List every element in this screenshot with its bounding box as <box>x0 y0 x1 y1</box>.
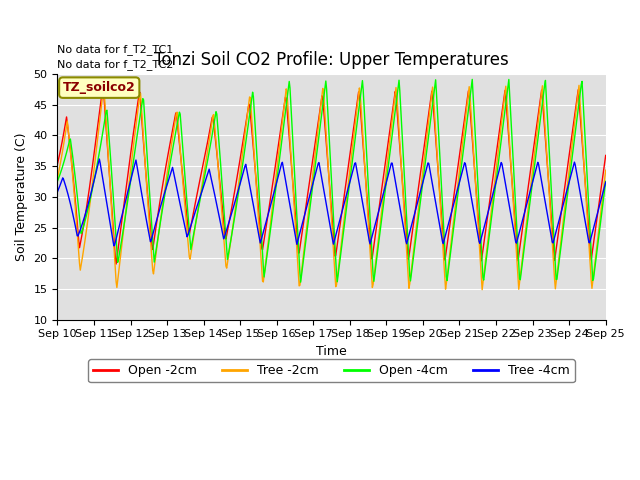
Open -2cm <box>206 127 214 132</box>
Open -2cm <box>63 120 71 126</box>
Open -2cm <box>177 156 185 162</box>
Tree -2cm <box>205 143 212 149</box>
Tree -2cm <box>398 176 406 181</box>
Tree -2cm <box>478 287 486 293</box>
Line: Open -4cm: Open -4cm <box>58 79 605 282</box>
Open -4cm <box>602 179 609 184</box>
Open -4cm <box>399 145 406 151</box>
Text: TZ_soilco2: TZ_soilco2 <box>63 81 136 94</box>
Tree -4cm <box>416 192 424 198</box>
Open -4cm <box>205 153 212 159</box>
Tree -2cm <box>414 209 422 215</box>
X-axis label: Time: Time <box>316 345 347 358</box>
Tree -2cm <box>63 118 71 124</box>
Open -2cm <box>122 192 129 197</box>
Tree -4cm <box>63 189 71 195</box>
Open -4cm <box>175 109 183 115</box>
Tree -2cm <box>575 83 583 88</box>
Open -4cm <box>297 279 305 285</box>
Text: No data for f_T2_TC2: No data for f_T2_TC2 <box>58 59 174 70</box>
Line: Open -2cm: Open -2cm <box>58 85 605 264</box>
Tree -4cm <box>122 199 129 205</box>
Open -2cm <box>112 261 120 267</box>
Tree -2cm <box>175 137 183 143</box>
Line: Tree -2cm: Tree -2cm <box>58 85 605 290</box>
Tree -4cm <box>95 156 103 162</box>
Open -2cm <box>99 83 107 88</box>
Open -2cm <box>602 153 609 158</box>
Open -4cm <box>468 76 476 82</box>
Tree -4cm <box>177 205 185 211</box>
Open -4cm <box>63 147 71 153</box>
Tree -2cm <box>54 176 61 181</box>
Legend: Open -2cm, Tree -2cm, Open -4cm, Tree -4cm: Open -2cm, Tree -2cm, Open -4cm, Tree -4… <box>88 360 575 383</box>
Open -2cm <box>416 177 424 182</box>
Open -4cm <box>120 224 127 230</box>
Tree -4cm <box>400 225 408 231</box>
Line: Tree -4cm: Tree -4cm <box>58 159 605 246</box>
Tree -4cm <box>602 179 609 185</box>
Open -4cm <box>54 179 61 184</box>
Text: No data for f_T2_TC1: No data for f_T2_TC1 <box>58 44 173 55</box>
Tree -2cm <box>602 168 609 173</box>
Y-axis label: Soil Temperature (C): Soil Temperature (C) <box>15 132 28 261</box>
Tree -4cm <box>110 243 118 249</box>
Title: Tonzi Soil CO2 Profile: Upper Temperatures: Tonzi Soil CO2 Profile: Upper Temperatur… <box>154 51 509 70</box>
Tree -4cm <box>206 170 214 176</box>
Tree -4cm <box>54 189 61 195</box>
Open -4cm <box>415 211 422 217</box>
Tree -2cm <box>120 226 127 231</box>
Open -2cm <box>54 161 61 167</box>
Open -2cm <box>400 195 408 201</box>
